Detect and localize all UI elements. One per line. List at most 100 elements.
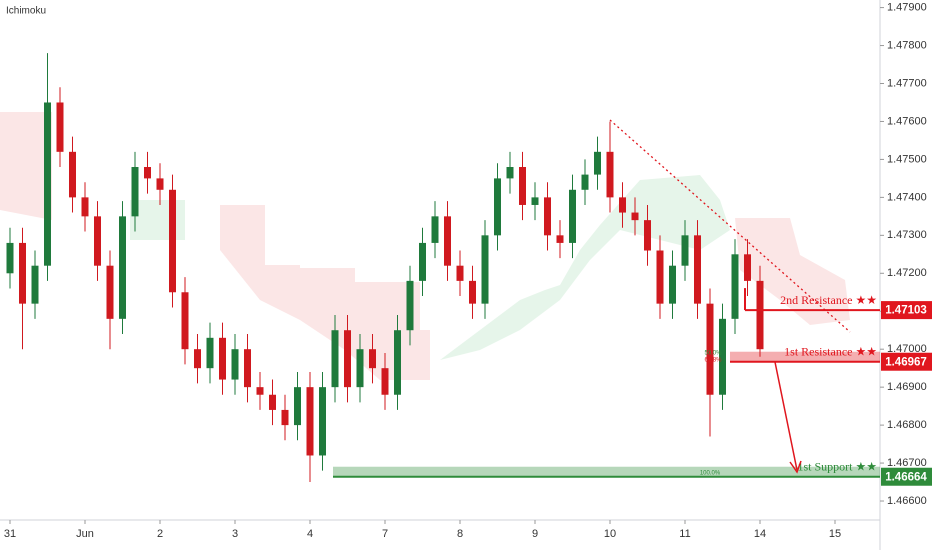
- y-tick-label: 1.47300: [887, 229, 927, 241]
- ichimoku-cloud: [0, 112, 850, 380]
- candle-body: [756, 280, 764, 350]
- fib-label: 61.8%: [704, 358, 722, 364]
- candle-body: [531, 197, 539, 205]
- candle-body: [144, 167, 151, 179]
- price-tag-label: 1.47103: [885, 305, 927, 317]
- candle-body: [669, 265, 676, 304]
- candle-body: [119, 216, 126, 319]
- candle-body: [256, 387, 264, 395]
- x-tick-label: 8: [457, 528, 463, 540]
- candle-body: [581, 174, 589, 190]
- candle-body: [719, 318, 726, 395]
- candle-body: [331, 330, 339, 388]
- y-tick-label: 1.46800: [887, 419, 927, 431]
- trend-line: [609, 119, 851, 333]
- candle-body: [431, 216, 439, 243]
- x-tick-label: 14: [754, 528, 766, 540]
- candle-body: [481, 235, 489, 304]
- candle-body: [456, 265, 464, 281]
- candle-body: [194, 349, 201, 369]
- level-zone: [730, 351, 880, 362]
- candle-body: [519, 167, 526, 205]
- candle-body: [81, 197, 89, 217]
- y-tick-label: 1.46900: [887, 381, 927, 393]
- candle-body: [381, 368, 389, 395]
- indicator-title: Ichimoku: [6, 6, 46, 17]
- price-tag: [881, 301, 932, 320]
- candle-body: [306, 387, 314, 456]
- candle-body: [619, 197, 626, 213]
- candle-body: [244, 349, 251, 388]
- candle-body: [556, 235, 564, 243]
- candle-body: [694, 235, 701, 304]
- candle-body: [356, 349, 364, 388]
- candle-body: [394, 330, 401, 395]
- candle-body: [406, 280, 414, 331]
- y-tick-label: 1.46600: [887, 495, 927, 507]
- price-tag: [881, 467, 932, 486]
- x-tick-label: 11: [679, 528, 690, 540]
- fib-label: 50.0%: [704, 351, 722, 357]
- candle-body: [31, 265, 39, 304]
- cloud-green: [440, 175, 730, 360]
- candle-body: [106, 265, 114, 319]
- x-tick-label: 15: [829, 528, 841, 540]
- candle-body: [506, 167, 514, 179]
- cloud-red: [735, 218, 850, 325]
- candle-body: [156, 178, 164, 190]
- x-tick-label: 2: [157, 528, 163, 540]
- candle-body: [56, 102, 64, 152]
- cloud-red: [220, 205, 430, 380]
- marks: 1.47900 1.47800 1.47700 1.47600 1.47500 1.474…: [4, 1, 932, 540]
- y-tick-label: 1.47000: [887, 343, 927, 355]
- candle-body: [444, 216, 451, 266]
- x-tick-label: 31: [4, 528, 16, 540]
- candle-body: [631, 212, 639, 221]
- x-tick-label: Jun: [76, 528, 94, 540]
- candle-body: [419, 242, 426, 281]
- candle-body: [594, 151, 601, 175]
- candle-body: [569, 189, 576, 243]
- y-tick-label: 1.47700: [887, 77, 927, 89]
- candle-body: [6, 242, 14, 274]
- candle-body: [344, 330, 351, 388]
- x-tick-label: 4: [307, 528, 313, 540]
- candle-body: [744, 254, 751, 281]
- candle-body: [681, 235, 689, 266]
- price-tag-label: 1.46967: [885, 356, 927, 368]
- candle-body: [319, 387, 326, 456]
- fib-label: 100.0%: [700, 471, 721, 477]
- x-tick-label: 10: [604, 528, 616, 540]
- level-label: 1st Resistance ★★: [784, 344, 877, 358]
- candle-body: [219, 337, 226, 380]
- candle-body: [294, 387, 301, 426]
- arrow-shaft: [774, 361, 798, 471]
- candle-body: [494, 178, 501, 236]
- candle-body: [656, 250, 664, 304]
- candle-body: [644, 220, 651, 251]
- y-tick-label: 1.47600: [887, 115, 927, 127]
- arrow-head: [789, 460, 802, 474]
- candle-body: [231, 349, 239, 380]
- candle-body: [169, 189, 176, 293]
- y-tick-label: 1.47200: [887, 267, 927, 279]
- cloud-red: [0, 112, 52, 220]
- candle-body: [369, 349, 376, 369]
- price-tag: [881, 352, 932, 371]
- y-tick-label: 1.47400: [887, 191, 927, 203]
- y-tick-label: 1.47900: [887, 1, 927, 13]
- x-tick-label: 9: [532, 528, 538, 540]
- candle-body: [606, 151, 614, 198]
- candle-body: [269, 394, 276, 410]
- candle-body: [469, 280, 476, 304]
- level-label: 2nd Resistance ★★: [780, 293, 877, 307]
- candle-body: [19, 242, 26, 304]
- level-label: 1st Support ★★: [797, 459, 877, 473]
- y-tick-label: 1.46700: [887, 457, 927, 469]
- candle-body: [131, 167, 139, 217]
- candle-body: [206, 337, 214, 369]
- candle-body: [706, 303, 714, 395]
- candle-body: [69, 151, 76, 198]
